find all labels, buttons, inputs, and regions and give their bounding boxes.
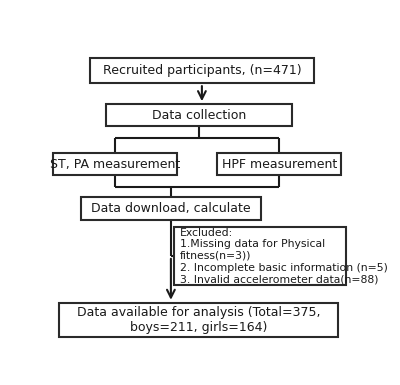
FancyBboxPatch shape — [174, 227, 346, 285]
FancyBboxPatch shape — [53, 153, 177, 175]
FancyBboxPatch shape — [218, 153, 342, 175]
Text: HPF measurement: HPF measurement — [222, 157, 337, 171]
FancyBboxPatch shape — [59, 303, 338, 337]
Text: ST, PA measurement: ST, PA measurement — [50, 157, 180, 171]
Text: Data download, calculate: Data download, calculate — [91, 202, 251, 215]
Text: Data collection: Data collection — [152, 109, 246, 122]
Text: Excluded:
1.Missing data for Physical
fitness(n=3))
2. Incomplete basic informat: Excluded: 1.Missing data for Physical fi… — [180, 228, 388, 284]
Text: Data available for analysis (Total=375,
boys=211, girls=164): Data available for analysis (Total=375, … — [77, 306, 320, 334]
Text: Recruited participants, (n=471): Recruited participants, (n=471) — [102, 64, 301, 77]
FancyBboxPatch shape — [106, 104, 292, 126]
FancyBboxPatch shape — [90, 58, 314, 83]
FancyBboxPatch shape — [81, 198, 261, 219]
